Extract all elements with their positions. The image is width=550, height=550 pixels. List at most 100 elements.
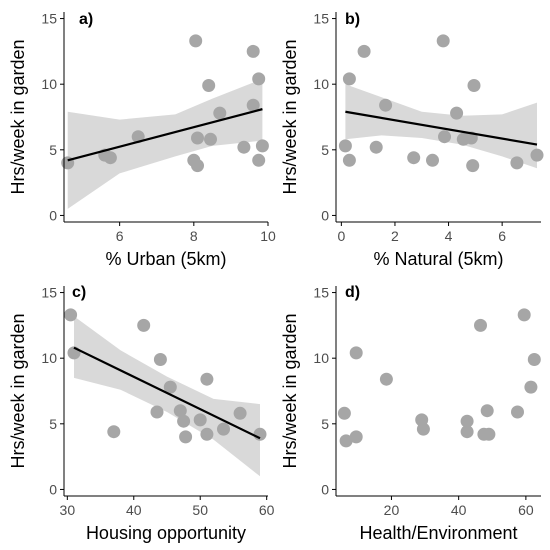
y-tick-label: 10	[313, 76, 329, 92]
data-point	[107, 425, 121, 439]
x-tick-label: 60	[259, 502, 275, 518]
confidence-band	[67, 78, 263, 209]
x-tick-label: 60	[518, 502, 534, 518]
data-point	[153, 353, 167, 366]
panel-label: b)	[345, 11, 360, 28]
y-tick-label: 0	[321, 207, 329, 223]
x-axis-title: % Urban (5km)	[105, 249, 226, 269]
y-tick-label: 10	[41, 350, 57, 366]
data-point	[193, 413, 207, 427]
x-tick-label: 4	[445, 228, 453, 244]
data-point	[530, 148, 544, 162]
data-point	[511, 405, 524, 419]
x-tick-label: 6	[116, 228, 124, 244]
data-point	[255, 139, 269, 153]
y-tick-label: 15	[41, 11, 57, 27]
data-point	[252, 72, 266, 86]
x-tick-label: 50	[192, 502, 208, 518]
y-tick-label: 10	[313, 350, 329, 366]
data-point	[379, 98, 393, 112]
y-tick-label: 15	[41, 285, 57, 301]
y-tick-label: 0	[49, 207, 57, 223]
data-point	[349, 430, 363, 444]
data-point	[173, 404, 187, 418]
data-point	[163, 380, 177, 394]
data-point	[202, 79, 216, 92]
data-point	[426, 153, 439, 167]
data-point	[510, 156, 524, 170]
y-axis-title: Hrs/week in garden	[280, 313, 300, 468]
data-point	[103, 151, 117, 165]
y-tick-label: 5	[321, 142, 329, 158]
y-tick-label: 0	[49, 481, 57, 497]
panel-label: c)	[72, 284, 86, 301]
y-axis-title: Hrs/week in garden	[8, 313, 28, 468]
data-point	[357, 44, 371, 58]
panel-b: 0 5 10 15 0 2 4 6 % Natural (5km) Hrs/week in gar…	[280, 11, 544, 269]
y-tick-label: 5	[49, 416, 57, 432]
x-tick-label: 10	[260, 228, 276, 244]
data-point	[467, 79, 481, 92]
x-tick-label: 8	[190, 228, 198, 244]
data-point	[466, 159, 480, 173]
y-tick-label: 15	[313, 285, 329, 301]
panel-label: d)	[345, 284, 360, 301]
y-axis-title: Hrs/week in garden	[280, 39, 300, 194]
x-tick-label: 40	[451, 502, 467, 518]
panel-label: a)	[79, 11, 93, 28]
data-point	[204, 132, 217, 146]
x-tick-label: 0	[337, 228, 345, 244]
data-point	[217, 422, 230, 436]
x-axis-title: Housing opportunity	[86, 523, 246, 543]
y-tick-label: 10	[41, 76, 57, 92]
y-axis-title: Hrs/week in garden	[8, 39, 28, 194]
data-point	[177, 414, 191, 428]
data-point	[474, 318, 487, 332]
data-point	[436, 34, 450, 48]
data-point	[237, 140, 251, 154]
y-tick-label: 15	[313, 11, 329, 27]
y-tick-label: 5	[321, 416, 329, 432]
data-point	[450, 106, 464, 120]
data-point	[189, 34, 203, 48]
data-point	[339, 434, 353, 448]
data-point	[379, 372, 393, 386]
data-point	[460, 414, 474, 428]
data-point	[253, 427, 267, 441]
data-point	[213, 106, 227, 120]
data-point	[369, 140, 383, 154]
x-axis-title: % Natural (5km)	[373, 249, 503, 269]
data-point	[524, 380, 538, 394]
data-point	[482, 427, 496, 441]
data-point	[460, 425, 474, 439]
x-tick-label: 6	[498, 228, 506, 244]
confidence-band	[74, 316, 260, 477]
data-point	[233, 406, 247, 420]
confidence-band	[345, 84, 537, 169]
data-point	[342, 72, 356, 86]
fit-line	[73, 346, 261, 440]
y-tick-label: 0	[321, 481, 329, 497]
data-point	[150, 405, 164, 419]
panel-a: 0 5 10 15 6 8 10 % Urban (5km) Hrs/week in garde…	[8, 11, 276, 269]
data-point	[438, 130, 451, 144]
y-tick-label: 5	[49, 142, 57, 158]
x-tick-label: 2	[391, 228, 399, 244]
data-point	[407, 151, 421, 165]
data-point	[527, 353, 541, 366]
fit-line	[345, 110, 538, 146]
data-point	[200, 427, 214, 441]
x-tick-label: 30	[60, 502, 76, 518]
data-point	[480, 404, 494, 418]
data-point	[416, 422, 430, 436]
data-point	[517, 308, 531, 322]
data-point	[191, 131, 204, 145]
data-point	[338, 139, 352, 153]
data-point	[179, 430, 193, 444]
data-point	[200, 372, 214, 386]
data-point	[191, 159, 204, 173]
data-point	[246, 98, 260, 112]
panel-c: 0 5 10 15 30 40 50 60 Housing opportunity Hrs/wee…	[8, 284, 275, 543]
